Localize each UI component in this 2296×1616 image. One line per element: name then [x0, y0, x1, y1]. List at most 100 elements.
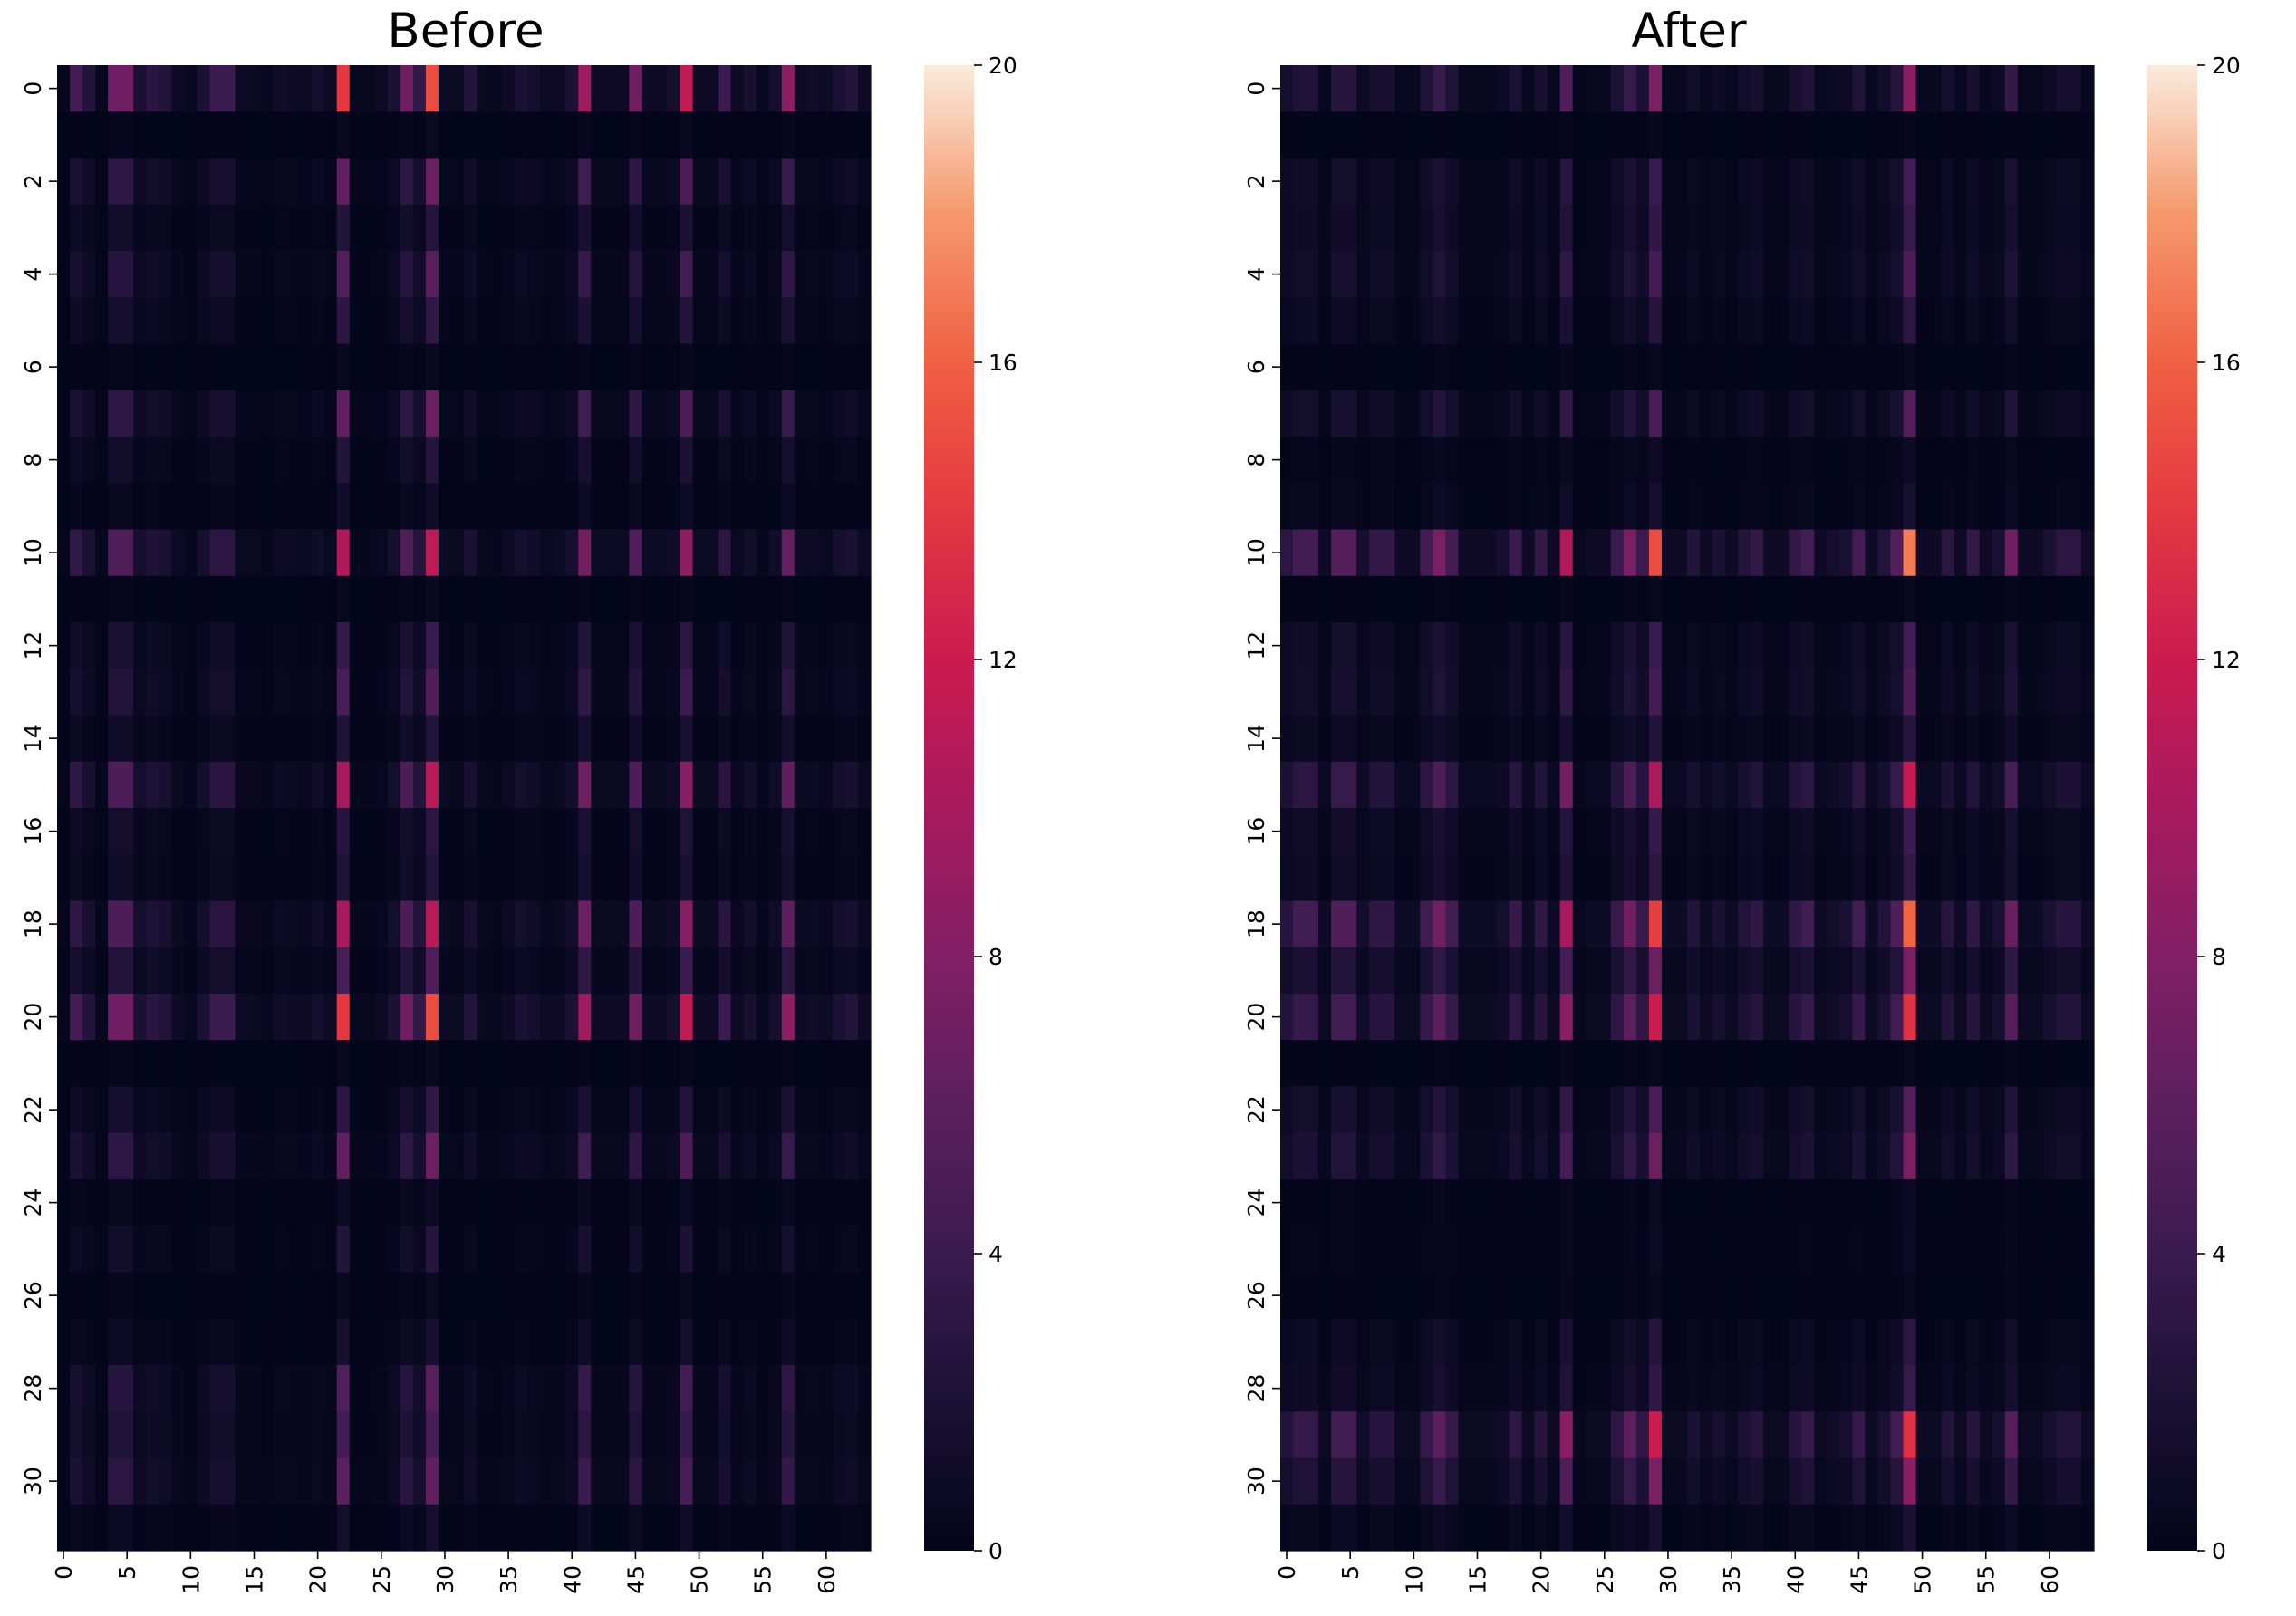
heatmap-cell: [1458, 1457, 1472, 1505]
heatmap-cell: [247, 483, 262, 531]
heatmap-cell: [1915, 437, 1930, 484]
heatmap-cell: [1509, 483, 1523, 531]
heatmap-cell: [502, 297, 516, 345]
heatmap-cell: [1954, 854, 1968, 902]
heatmap-cell: [2042, 1457, 2057, 1505]
heatmap-cell: [336, 1272, 351, 1320]
heatmap-cell: [1394, 575, 1408, 623]
heatmap-cell: [1369, 158, 1383, 206]
heatmap-cell: [1635, 761, 1650, 809]
heatmap-cell: [1306, 1272, 1319, 1320]
heatmap-cell: [464, 1504, 478, 1552]
heatmap-cell: [362, 529, 376, 577]
heatmap-cell: [1725, 1179, 1739, 1226]
heatmap-cell: [2017, 669, 2031, 717]
heatmap-cell: [540, 529, 554, 577]
heatmap-cell: [362, 1411, 376, 1459]
heatmap-cell: [680, 854, 694, 902]
heatmap-cell: [1356, 1179, 1370, 1226]
heatmap-cell: [95, 437, 109, 484]
heatmap-cell: [1751, 1457, 1764, 1505]
heatmap-cell: [1382, 900, 1395, 948]
heatmap-cell: [1674, 1132, 1688, 1180]
heatmap-cell: [222, 111, 236, 159]
heatmap-cell: [1674, 111, 1688, 159]
heatmap-cell: [1344, 1411, 1357, 1459]
heatmap-cell: [1814, 669, 1828, 717]
heatmap-cell: [311, 1132, 325, 1180]
heatmap-cell: [692, 854, 707, 902]
heatmap-cell: [450, 483, 465, 531]
heatmap-cell: [1420, 1365, 1433, 1412]
heatmap-cell: [108, 1504, 121, 1552]
heatmap-cell: [95, 947, 109, 995]
colorbar-tick-label: 16: [989, 350, 1018, 376]
heatmap-cell: [1559, 1411, 1574, 1459]
heatmap-cell: [1585, 622, 1599, 669]
heatmap-cell: [781, 65, 796, 112]
heatmap-cell: [1941, 854, 1955, 902]
heatmap-cell: [438, 343, 452, 391]
heatmap-cell: [1700, 622, 1713, 669]
heatmap-cell: [1928, 1040, 1943, 1088]
heatmap-cell: [438, 1457, 452, 1505]
heatmap-cell: [121, 1132, 134, 1180]
heatmap-cell: [1394, 1226, 1408, 1274]
heatmap-cell: [121, 669, 134, 717]
heatmap-cell: [1839, 1411, 1854, 1459]
heatmap-cell: [70, 808, 83, 855]
heatmap-cell: [1394, 1179, 1408, 1226]
heatmap-cell: [654, 1318, 669, 1366]
heatmap-cell: [857, 1040, 872, 1088]
heatmap-cell: [489, 390, 503, 438]
heatmap-cell: [184, 854, 198, 902]
heatmap-cell: [2080, 1132, 2095, 1180]
heatmap-cell: [1928, 483, 1943, 531]
heatmap-cell: [2055, 854, 2069, 902]
heatmap-cell: [844, 437, 859, 484]
heatmap-cell: [1661, 575, 1675, 623]
heatmap-cell: [247, 1226, 262, 1274]
heatmap-cell: [1992, 715, 2006, 763]
heatmap-cell: [2055, 900, 2069, 948]
heatmap-cell: [1954, 251, 1968, 298]
heatmap-cell: [387, 1226, 401, 1274]
heatmap-cell: [311, 437, 325, 484]
heatmap-cell: [1712, 1272, 1726, 1320]
heatmap-cell: [806, 761, 821, 809]
heatmap-cell: [1877, 204, 1892, 252]
heatmap-cell: [235, 1504, 249, 1552]
heatmap-cell: [680, 1365, 694, 1412]
heatmap-cell: [1445, 390, 1460, 438]
heatmap-cell: [1534, 900, 1548, 948]
heatmap-cell: [1280, 529, 1294, 577]
heatmap-cell: [1687, 1086, 1701, 1134]
heatmap-cell: [1648, 854, 1663, 902]
heatmap-cell: [1992, 204, 2006, 252]
heatmap-cell: [1915, 111, 1930, 159]
heatmap-cell: [1382, 111, 1395, 159]
heatmap-cell: [578, 1226, 592, 1274]
heatmap-cell: [1293, 1086, 1307, 1134]
heatmap-cell: [565, 1040, 579, 1088]
heatmap-cell: [362, 1457, 376, 1505]
heatmap-cell: [603, 854, 617, 902]
heatmap-cell: [171, 575, 185, 623]
heatmap-cell: [1293, 1318, 1307, 1366]
heatmap-cell: [502, 1318, 516, 1366]
heatmap-cell: [730, 622, 745, 669]
heatmap-cell: [1420, 854, 1433, 902]
heatmap-cell: [197, 715, 210, 763]
heatmap-cell: [578, 900, 592, 948]
heatmap-cell: [477, 622, 490, 669]
heatmap-cell: [718, 669, 732, 717]
heatmap-cell: [667, 994, 681, 1041]
heatmap-cell: [197, 390, 210, 438]
heatmap-cell: [591, 1226, 604, 1274]
heatmap-cell: [1789, 297, 1802, 345]
heatmap-cell: [260, 1504, 275, 1552]
heatmap-cell: [1814, 1504, 1828, 1552]
x-tick-label: 30: [432, 1565, 458, 1594]
heatmap-cell: [477, 761, 490, 809]
y-tick-label: 28: [20, 1374, 46, 1403]
